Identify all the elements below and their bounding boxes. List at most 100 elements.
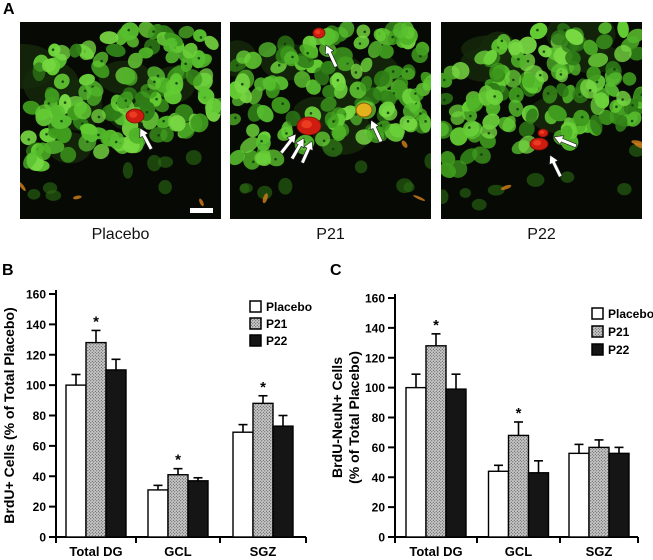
significance-asterisk: * — [175, 452, 181, 469]
category-label: SGZ — [250, 544, 277, 559]
legend-label: P21 — [608, 325, 630, 339]
error-bar — [574, 443, 584, 454]
category-label: Total DG — [69, 544, 122, 559]
arrow-icon — [324, 44, 339, 68]
y-tick-label: 20 — [372, 501, 386, 515]
error-bar — [91, 329, 101, 343]
arrow-icon — [289, 137, 305, 161]
micrograph-label: P22 — [527, 226, 556, 243]
error-bar — [193, 476, 203, 481]
y-tick-label: 60 — [372, 441, 386, 455]
legend-label: Placebo — [266, 300, 312, 314]
error-bar — [111, 358, 121, 370]
legend-label: P21 — [266, 317, 288, 331]
bar — [147, 489, 169, 538]
fluorescence-image — [441, 22, 642, 219]
error-bar — [494, 464, 503, 472]
category-label: SGZ — [586, 544, 613, 559]
bar — [568, 452, 590, 538]
bar — [252, 402, 274, 538]
fluorescence-image — [20, 22, 221, 219]
y-tick-label: 20 — [33, 500, 47, 514]
micrograph-label: P21 — [316, 226, 345, 243]
category-label: GCL — [505, 544, 533, 559]
granule-cell-band — [20, 22, 221, 172]
significance-asterisk: * — [260, 379, 266, 396]
y-tick-label: 140 — [365, 321, 385, 335]
x-axis — [55, 536, 307, 543]
bar — [608, 452, 630, 538]
y-tick-label: 80 — [33, 409, 47, 423]
significance-asterisk: * — [516, 405, 522, 422]
category-label: GCL — [164, 544, 192, 559]
bar — [445, 388, 467, 538]
bar — [487, 470, 510, 538]
significance-asterisk: * — [93, 313, 99, 330]
error-bar — [411, 373, 421, 388]
scale-bar — [190, 208, 213, 213]
significance-asterisk: * — [433, 317, 439, 334]
error-bar — [71, 373, 81, 386]
y-axis-title: (% of Total Placebo) — [346, 351, 362, 484]
error-bar — [514, 421, 523, 436]
micrograph-p22: P22 — [441, 22, 642, 247]
error-bar — [431, 333, 441, 346]
y-tick-label: 0 — [378, 531, 385, 545]
bar — [527, 472, 550, 538]
bar — [507, 434, 530, 538]
error-bar — [534, 460, 543, 473]
panel-c-label: C — [330, 262, 342, 279]
bar-chart-brdu-cells: 0 20 40 60 80 100 120 140 160 BrdU+ Cells (% of T… — [1, 288, 312, 560]
y-tick-label: 160 — [365, 292, 385, 306]
legend-swatch — [249, 300, 262, 313]
y-tick-label: 80 — [372, 411, 386, 425]
bars-group — [65, 329, 294, 538]
y-tick-label: 140 — [26, 318, 46, 332]
y-tick-label: 160 — [26, 288, 46, 302]
bar — [85, 341, 107, 538]
legend: Placebo P21 P22 — [249, 300, 312, 348]
error-bar — [173, 467, 183, 475]
legend-swatch — [591, 307, 604, 320]
micrograph-p21: P21 — [230, 22, 431, 247]
y-tick-label: 0 — [39, 531, 46, 545]
arrows-group — [279, 44, 384, 165]
legend-swatch — [249, 317, 262, 330]
panel-a-label: A — [3, 1, 15, 18]
granule-cell-band — [230, 22, 431, 170]
bar — [65, 384, 87, 538]
y-axis-title: BrdU+ Cells (% of Total Placebo) — [1, 307, 17, 523]
legend-label: P22 — [266, 334, 288, 348]
legend-label: P22 — [608, 343, 630, 357]
legend-swatch — [591, 325, 604, 338]
legend-label: Placebo — [608, 307, 653, 321]
bar — [232, 431, 254, 538]
bar — [187, 480, 209, 538]
bar — [105, 369, 127, 538]
arrows-group — [549, 135, 578, 178]
y-tick-label: 40 — [33, 470, 47, 484]
hilus-cells — [441, 140, 642, 211]
bar — [588, 446, 610, 538]
granule-cell-band — [441, 22, 642, 178]
bar-chart-brdu-neun-cells: 0 20 40 60 80 100 120 140 160 BrdU-NeuN+ Cells (% … — [329, 292, 653, 560]
arrow-icon — [369, 119, 384, 143]
y-tick-label: 100 — [26, 379, 46, 393]
error-bar — [451, 373, 461, 390]
bar — [272, 425, 294, 538]
fluorescence-image — [230, 22, 431, 219]
error-bar — [258, 394, 268, 404]
arrow-icon — [139, 127, 154, 151]
micrograph-placebo: Placebo — [20, 22, 221, 247]
arrow-icon — [279, 133, 297, 155]
bars-group — [405, 333, 630, 538]
legend-swatch — [591, 343, 604, 356]
x-axis — [394, 536, 639, 543]
error-bar — [238, 423, 248, 433]
panel-b-label: B — [2, 262, 14, 279]
hilus-cells — [20, 150, 204, 207]
category-label: Total DG — [409, 544, 462, 559]
bar — [405, 386, 427, 538]
error-bar — [614, 446, 624, 454]
